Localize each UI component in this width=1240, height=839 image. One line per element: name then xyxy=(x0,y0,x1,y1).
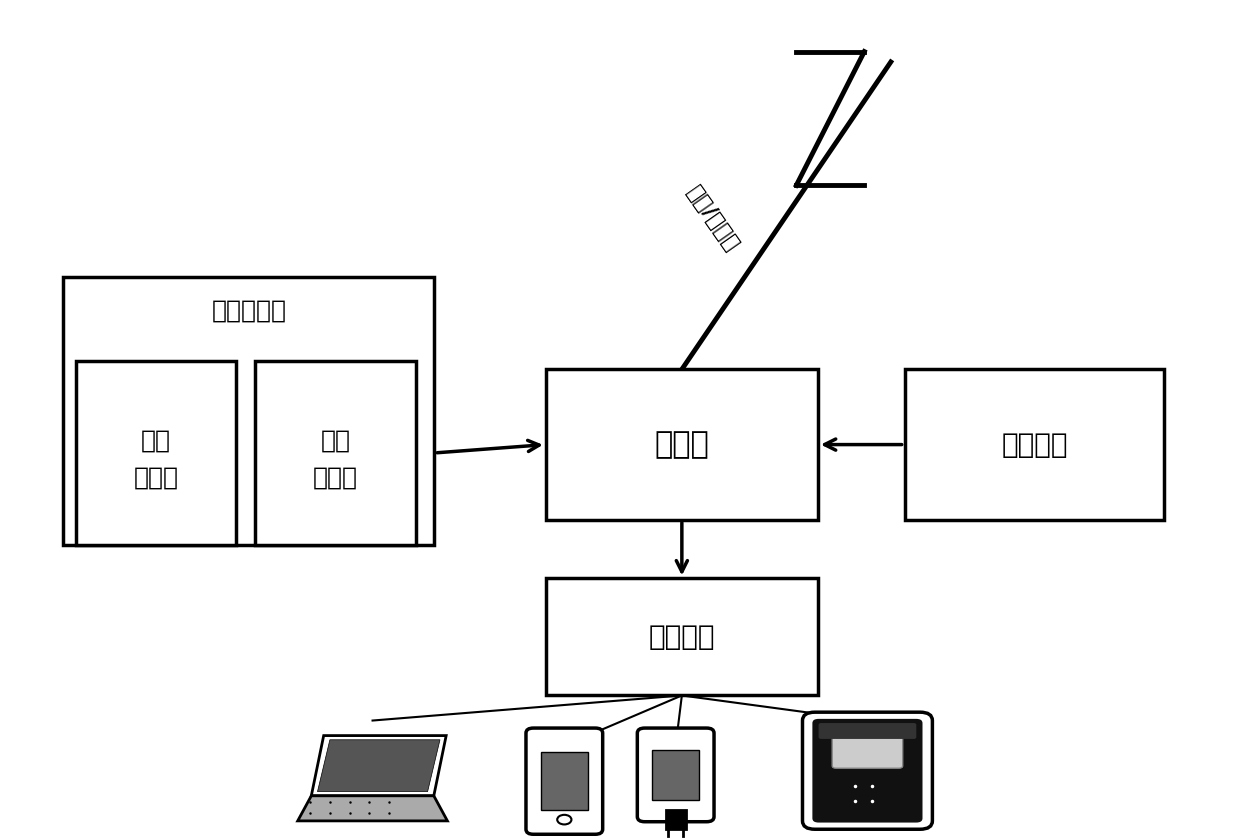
Text: 定时器: 定时器 xyxy=(134,466,179,490)
Bar xyxy=(546,369,818,520)
Bar xyxy=(541,753,588,810)
Text: 定时器单元: 定时器单元 xyxy=(211,299,286,323)
Text: 电源输出: 电源输出 xyxy=(649,623,715,651)
Polygon shape xyxy=(311,736,446,796)
Bar xyxy=(904,369,1164,520)
FancyBboxPatch shape xyxy=(812,719,923,822)
Text: 电源输入: 电源输入 xyxy=(1001,430,1068,459)
Polygon shape xyxy=(298,796,448,821)
Text: 控制器: 控制器 xyxy=(655,430,709,459)
FancyBboxPatch shape xyxy=(526,728,603,834)
Text: 网络/云信号: 网络/云信号 xyxy=(683,182,743,255)
FancyBboxPatch shape xyxy=(637,728,714,821)
Bar xyxy=(546,578,818,696)
Bar xyxy=(63,278,434,545)
Bar xyxy=(666,810,686,829)
Text: 定时器: 定时器 xyxy=(312,466,358,490)
Circle shape xyxy=(557,815,572,825)
Bar xyxy=(76,361,237,545)
Bar xyxy=(255,361,415,545)
Polygon shape xyxy=(317,740,440,792)
FancyBboxPatch shape xyxy=(832,733,903,769)
FancyBboxPatch shape xyxy=(818,723,916,739)
Bar xyxy=(652,750,699,800)
FancyBboxPatch shape xyxy=(802,712,932,829)
Text: 第二: 第二 xyxy=(320,429,351,452)
Text: 第一: 第一 xyxy=(141,429,171,452)
